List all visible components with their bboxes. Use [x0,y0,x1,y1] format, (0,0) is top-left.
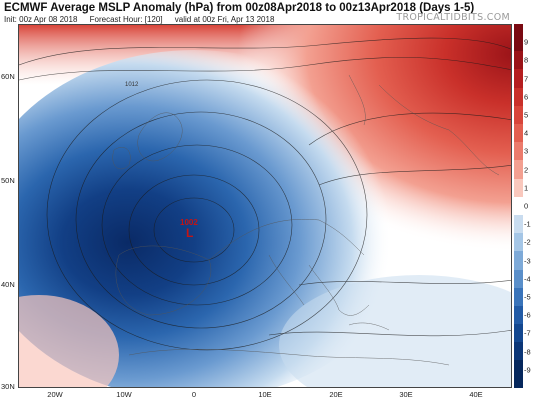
colorbar-segment [514,124,523,143]
colorbar-tick-label: -3 [524,256,531,266]
longitude-label-40e: 40E [469,390,483,399]
longitude-label-10w: 10W [116,390,132,399]
colorbar [514,24,523,388]
colorbar-segment [514,196,523,215]
colorbar-tick-label: 2 [524,165,529,175]
latitude-label-30n: 30N [1,382,15,391]
colorbar-segment [514,178,523,197]
colorbar-tick-label: 9 [524,37,529,47]
colorbar-segment [514,214,523,234]
colorbar-segment [514,269,523,288]
colorbar-segment [514,69,523,88]
colorbar-tick-label: -1 [524,219,531,229]
colorbar-segment [514,87,523,106]
map-subtitle: Init: 00z Apr 08 2018 Forecast Hour: [12… [4,15,274,24]
colorbar-tick-label: 4 [524,128,529,138]
colorbar-segment [514,287,523,306]
colorbar-segment [514,105,523,125]
colorbar-tick-label: 5 [524,110,529,120]
colorbar-tick-label: 3 [524,146,529,156]
colorbar-tick-label: -4 [524,274,531,284]
colorbar-segment [514,378,523,388]
colorbar-segment [514,324,523,343]
colorbar-tick-label: -9 [524,365,531,375]
colorbar-tick-label: -8 [524,347,531,357]
colorbar-tick-label: -6 [524,310,531,320]
colorbar-segment [514,251,523,270]
colorbar-segment [514,160,523,179]
colorbar-segment [514,51,523,70]
colorbar-segment [514,233,523,252]
latitude-label-50n: 50N [1,176,15,185]
colorbar-segment [514,24,523,34]
southwest-weak-high [19,295,119,387]
colorbar-tick-label: -5 [524,292,531,302]
colorbar-tick-label: 7 [524,74,529,84]
colorbar-tick-label: 1 [524,183,529,193]
low-pressure-symbol: L [186,226,194,240]
colorbar-segment [514,142,523,161]
valid-time: valid at 00z Fri, Apr 13 2018 [174,15,275,24]
colorbar-segment [514,305,523,325]
colorbar-tick-label: 0 [524,201,529,211]
longitude-label-20w: 20W [47,390,63,399]
colorbar-tick-label: 6 [524,92,529,102]
longitude-label-0: 0 [191,390,197,399]
longitude-label-10e: 10E [258,390,272,399]
forecast-hour: Forecast Hour: [120] [89,15,163,24]
colorbar-segment [514,360,523,379]
longitude-label-20e: 20E [329,390,343,399]
colorbar-tick-label: 8 [524,55,529,65]
colorbar-tick-label: -7 [524,328,531,338]
colorbar-segment [514,33,523,52]
site-watermark: TROPICALTIDBITS.COM [396,12,510,23]
southeast-weak-low [279,275,511,387]
contour-label: 1012 [125,82,139,88]
colorbar-tick-label: -2 [524,237,531,247]
longitude-label-30e: 30E [399,390,413,399]
anomaly-map [18,24,512,388]
pressure-contours [19,37,511,351]
low-pressure-value: 1002 [180,218,198,227]
colorbar-segment [514,342,523,361]
latitude-label-40n: 40N [1,280,15,289]
map-title: ECMWF Average MSLP Anomaly (hPa) from 00… [4,2,475,14]
init-time: Init: 00z Apr 08 2018 [4,15,78,24]
latitude-label-60n: 60N [1,72,15,81]
